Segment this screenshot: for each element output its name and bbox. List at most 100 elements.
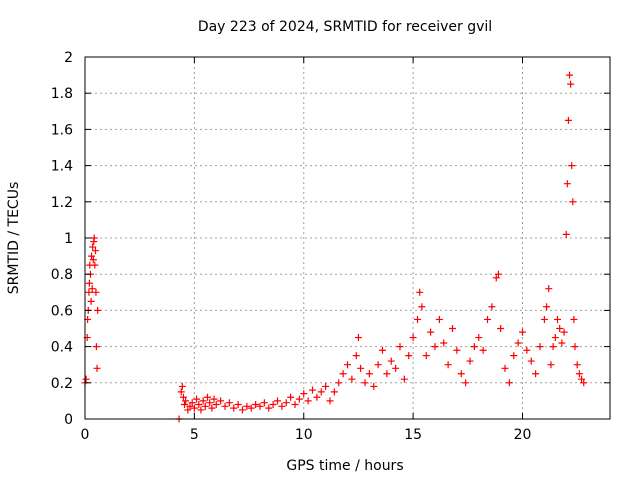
data-point	[466, 357, 474, 365]
data-point	[252, 401, 260, 409]
data-point	[201, 402, 209, 410]
axis-ticks: 0 5 10 15 20 0 0.2 0.4 0.6 0.8 1 1.2 1.4 1.6 1.8 2	[51, 50, 610, 443]
y-tick-label: 0.6	[51, 303, 73, 319]
data-point	[352, 352, 360, 360]
data-point	[571, 343, 579, 351]
data-point	[444, 361, 452, 369]
data-point	[282, 399, 290, 407]
data-point	[558, 339, 566, 347]
data-point	[179, 393, 187, 401]
data-point	[206, 399, 214, 407]
data-point	[453, 346, 461, 354]
y-tick-label: 2	[64, 50, 73, 66]
y-tick-label: 1.2	[51, 195, 73, 211]
data-point	[505, 379, 513, 387]
data-point	[545, 285, 553, 293]
data-point	[540, 315, 548, 323]
data-point	[510, 352, 518, 360]
data-point	[405, 352, 413, 360]
data-point	[501, 364, 509, 372]
data-point	[354, 334, 362, 342]
data-point	[186, 402, 194, 410]
data-point	[225, 399, 233, 407]
y-axis-title: SRMTID / TECUs	[6, 182, 22, 295]
data-point	[418, 303, 426, 311]
data-point	[523, 346, 531, 354]
y-tick-label: 0.2	[51, 376, 73, 392]
data-point	[475, 334, 483, 342]
data-point	[575, 370, 583, 378]
data-point	[243, 402, 251, 410]
data-point	[479, 346, 487, 354]
y-tick-label: 1.4	[51, 159, 73, 175]
data-point	[247, 404, 255, 412]
data-point	[573, 361, 581, 369]
y-tick-label: 0.8	[51, 267, 73, 283]
data-point	[556, 325, 564, 332]
data-point	[300, 390, 308, 398]
data-point	[547, 361, 555, 369]
data-point	[440, 339, 448, 347]
data-point	[274, 397, 281, 405]
data-point	[566, 71, 574, 79]
data-point	[549, 343, 557, 351]
y-tick-label: 0.4	[51, 340, 73, 356]
data-point	[190, 404, 198, 412]
data-point	[199, 397, 207, 405]
data-point	[570, 315, 578, 323]
data-point	[89, 256, 97, 264]
data-point	[348, 375, 356, 383]
data-point	[392, 364, 400, 372]
data-point	[569, 198, 577, 206]
data-point	[92, 288, 100, 296]
data-point	[543, 303, 551, 311]
data-point	[210, 395, 218, 403]
data-point	[204, 393, 211, 401]
data-point	[431, 343, 439, 351]
data-point	[497, 325, 505, 332]
data-point	[562, 230, 570, 238]
data-point	[494, 270, 502, 278]
data-point	[519, 328, 526, 336]
data-point	[92, 247, 99, 255]
data-point	[269, 401, 277, 409]
data-point	[256, 402, 264, 410]
data-point	[536, 343, 544, 351]
data-point	[91, 261, 99, 269]
data-point	[88, 252, 96, 260]
data-point	[85, 279, 93, 287]
data-point	[492, 274, 500, 282]
data-point	[435, 315, 443, 323]
data-point	[532, 370, 540, 378]
data-point	[387, 357, 395, 365]
data-point	[560, 328, 568, 336]
data-point	[422, 352, 430, 360]
data-point	[564, 116, 572, 124]
data-point	[265, 404, 273, 412]
data-point	[462, 379, 470, 387]
grid	[85, 57, 610, 419]
data-point	[182, 397, 190, 405]
data-point	[177, 388, 185, 396]
data-point	[317, 388, 325, 396]
data-point	[313, 393, 321, 401]
data-point	[449, 325, 456, 332]
x-tick-label: 20	[514, 427, 532, 443]
data-point	[551, 334, 559, 342]
data-point	[295, 395, 303, 403]
data-point	[309, 386, 316, 394]
data-point	[94, 306, 102, 314]
data-point	[580, 379, 588, 387]
x-tick-label: 15	[404, 427, 422, 443]
data-point	[195, 401, 203, 409]
data-point	[427, 328, 435, 336]
data-point	[82, 375, 90, 383]
data-point	[370, 382, 378, 390]
data-point	[181, 401, 189, 409]
data-point	[304, 397, 312, 405]
data-point	[484, 315, 491, 323]
x-tick-label: 0	[81, 427, 90, 443]
data-point	[514, 339, 522, 347]
